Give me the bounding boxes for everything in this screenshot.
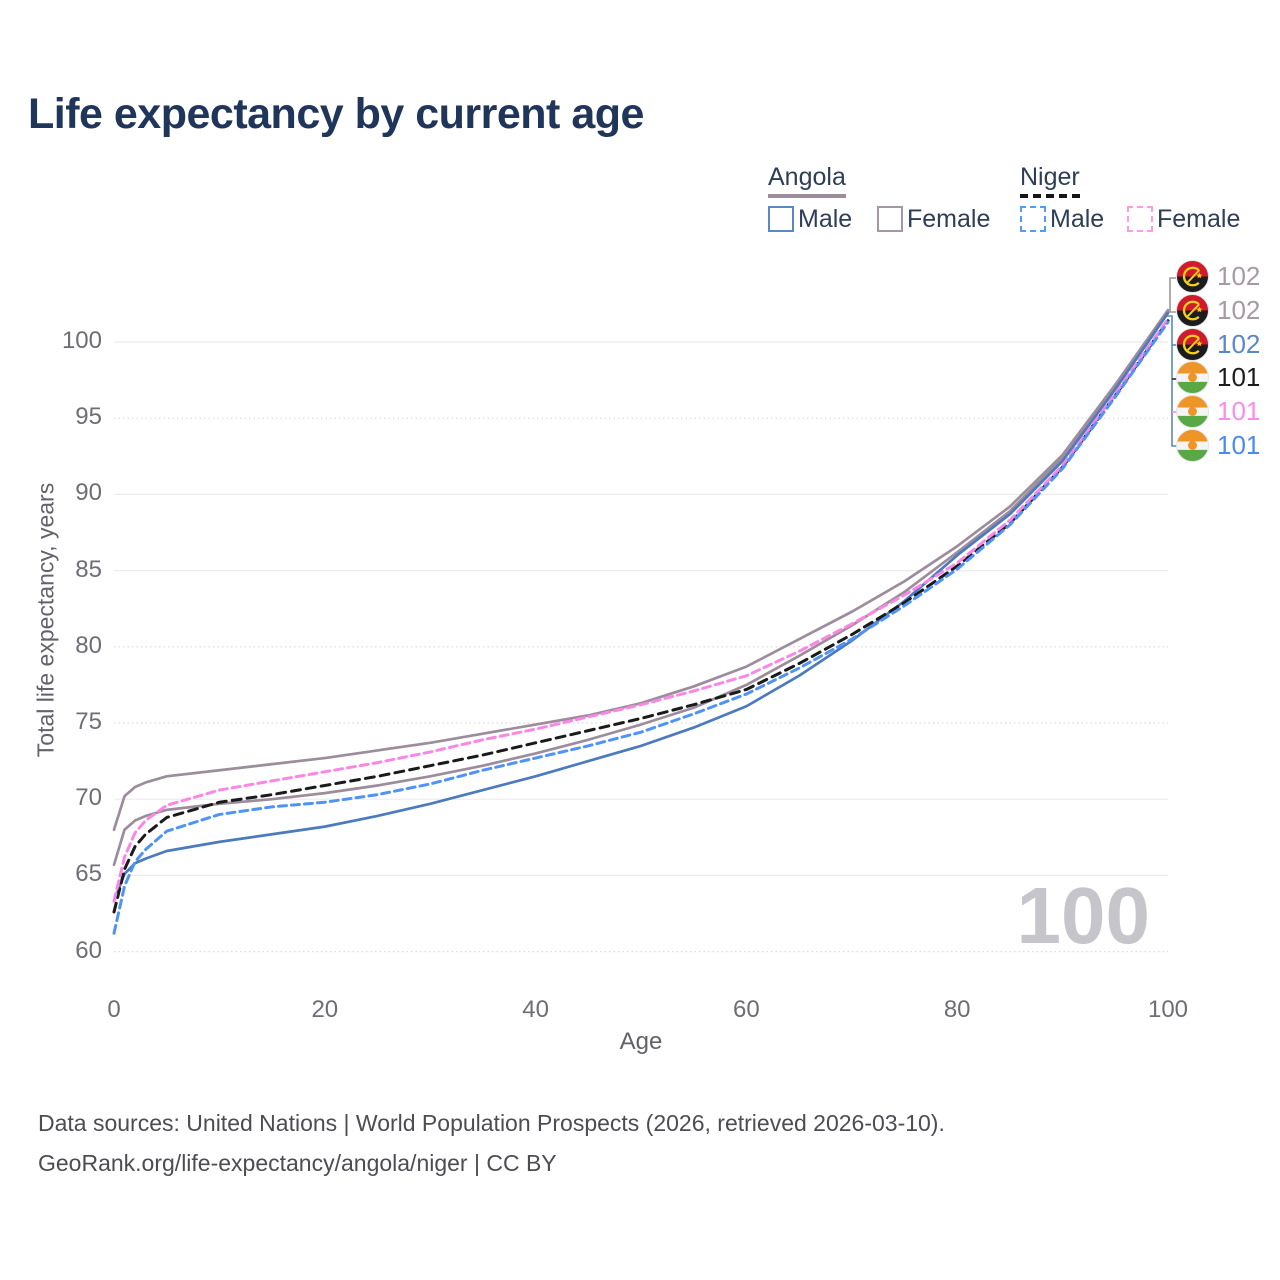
legend-group-angola[interactable]: Angola (768, 163, 846, 198)
niger-flag-icon (1176, 361, 1209, 394)
end-label-angola-female: 102 (1176, 259, 1260, 293)
y-axis-title: Total life expectancy, years (32, 482, 59, 758)
end-value: 101 (1217, 395, 1261, 426)
niger-flag-icon (1176, 395, 1209, 428)
legend-label: Male (1050, 204, 1105, 233)
end-value: 101 (1217, 429, 1261, 460)
legend-group-niger[interactable]: Niger (1020, 163, 1080, 198)
angola-flag-icon (1176, 328, 1209, 361)
niger-female-checkbox-icon[interactable] (1127, 206, 1153, 232)
legend-item-niger-female[interactable]: Female (1127, 205, 1240, 233)
angola-male-checkbox-icon[interactable] (768, 206, 794, 232)
legend-label: Female (1157, 204, 1241, 233)
angola-flag-icon (1176, 294, 1209, 327)
end-value: 101 (1217, 361, 1261, 392)
angola-female-checkbox-icon[interactable] (877, 206, 903, 232)
end-label-niger-total: 101 (1176, 360, 1260, 394)
attribution-text: GeoRank.org/life-expectancy/angola/niger… (38, 1150, 557, 1176)
end-label-niger-female: 101 (1176, 394, 1260, 428)
x-axis-title: Age (619, 1028, 663, 1055)
angola-flag-icon (1176, 260, 1209, 293)
legend-item-niger-male[interactable]: Male (1020, 205, 1104, 233)
data-sources-text: Data sources: United Nations | World Pop… (38, 1110, 945, 1136)
niger-flag-icon (1176, 429, 1209, 462)
end-label-niger-male: 101 (1176, 428, 1260, 462)
legend-item-angola-female[interactable]: Female (877, 205, 990, 233)
page-title: Life expectancy by current age (28, 90, 644, 138)
legend-label: Female (907, 204, 991, 233)
end-label-angola-total: 102 (1176, 293, 1260, 327)
end-value: 102 (1217, 260, 1261, 291)
legend-item-angola-male[interactable]: Male (768, 205, 852, 233)
legend-label: Male (798, 204, 853, 233)
end-label-angola-male: 102 (1176, 327, 1260, 361)
niger-male-checkbox-icon[interactable] (1020, 206, 1046, 232)
current-age-watermark: 100 (1016, 871, 1150, 960)
end-value: 102 (1217, 294, 1261, 325)
end-value: 102 (1217, 328, 1261, 359)
